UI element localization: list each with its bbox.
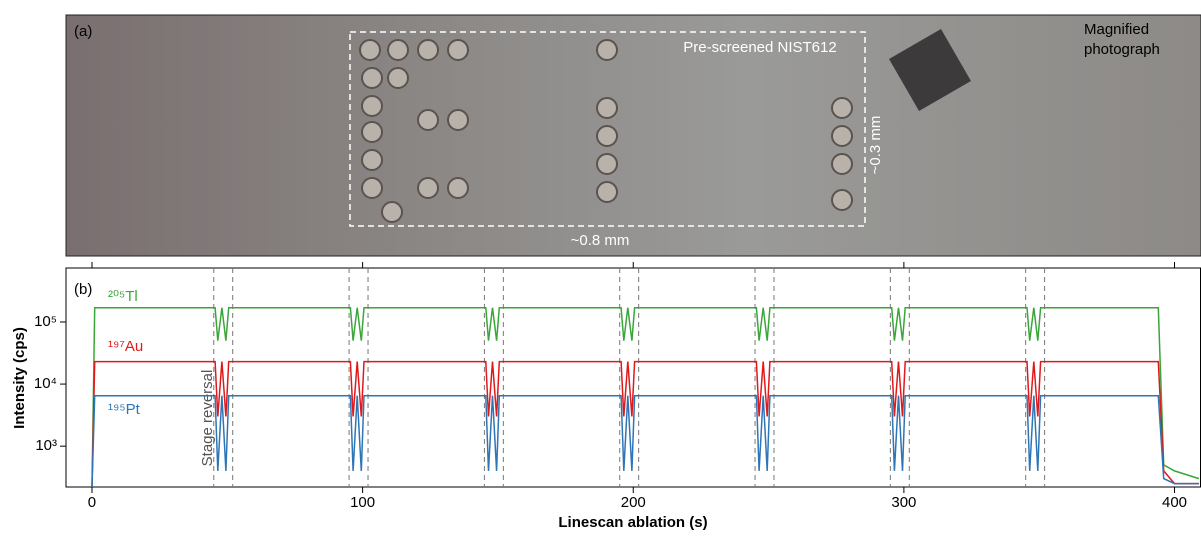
region-label: Pre-screened NIST612 [683, 39, 836, 56]
height-label: ~0.3 mm [867, 116, 884, 175]
legend-label: ¹⁹⁵Pt [108, 401, 141, 418]
annotation: Stage reversal [199, 370, 216, 467]
pattern [889, 29, 971, 111]
x-tick-label: 200 [621, 494, 646, 511]
region-box [349, 31, 866, 227]
x-tick-label: 300 [891, 494, 916, 511]
x-tick-label: 0 [88, 494, 96, 511]
series-line [91, 306, 1200, 488]
y-tick-label: 10⁴ [34, 375, 57, 392]
caption: photograph [1084, 41, 1160, 58]
series-line [91, 394, 1199, 488]
series-line [91, 360, 1199, 488]
x-tick-label: 400 [1162, 494, 1187, 511]
legend-label: ¹⁹⁷Au [108, 338, 143, 355]
pits [359, 39, 853, 223]
x-axis-label: Linescan ablation (s) [558, 514, 707, 531]
photo-panel: (a) Pre-screened NIST612 ~0.3 mm ~0.8 mm… [65, 14, 1201, 257]
x-tick-label: 100 [350, 494, 375, 511]
y-tick-label: 10⁵ [34, 313, 57, 330]
photo [65, 14, 1201, 257]
legend-label: ²⁰⁵Tl [108, 288, 138, 305]
y-tick-label: 10³ [35, 437, 57, 454]
width-label: ~0.8 mm [571, 232, 630, 249]
caption: Magnified [1084, 21, 1149, 38]
y-axis-label: Intensity (cps) [11, 327, 28, 429]
panel-label: (a) [74, 23, 92, 40]
panel-label: (b) [74, 281, 92, 298]
